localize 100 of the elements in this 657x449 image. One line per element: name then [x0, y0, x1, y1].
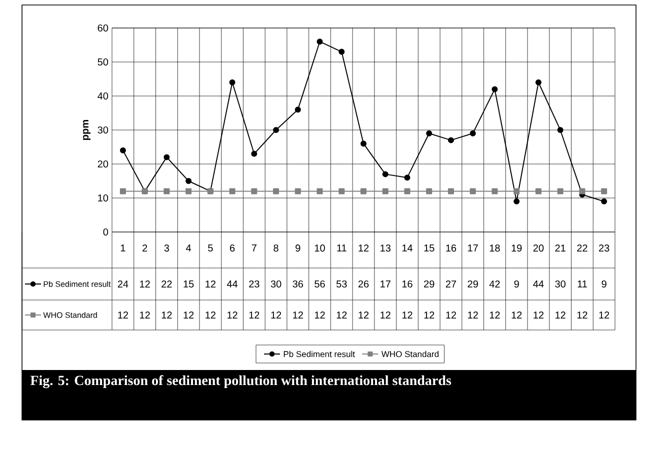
point: [229, 188, 236, 194]
point: [426, 130, 432, 136]
data-label: 36: [292, 280, 304, 288]
x-tick-label: 12: [358, 244, 369, 252]
data-label: 12: [512, 312, 522, 318]
point: [382, 188, 388, 194]
data-label: 12: [424, 312, 434, 318]
point: [164, 154, 170, 160]
x-tick-label: 20: [533, 244, 544, 252]
data-label: 44: [533, 280, 544, 288]
data-label: 12: [577, 312, 588, 318]
data-label: 9: [514, 280, 519, 288]
y-tick-label: 30: [98, 126, 108, 134]
point: [338, 188, 345, 194]
data-label: 12: [206, 280, 216, 288]
data-label: 12: [206, 312, 216, 318]
y-tick-label: 20: [98, 160, 108, 168]
x-tick-label: 9: [296, 244, 300, 252]
x-tick-label: 15: [424, 244, 434, 252]
point: [557, 188, 564, 194]
point: [120, 188, 126, 194]
x-tick-label: 21: [555, 244, 566, 252]
point: [557, 126, 564, 133]
data-label: 16: [402, 280, 412, 288]
point: [514, 188, 520, 194]
legend-label: WHO Standard: [43, 312, 97, 318]
data-label: 12: [314, 312, 325, 318]
point: [579, 188, 586, 194]
data-label: 44: [226, 280, 238, 288]
legend-label: Pb Sediment result: [44, 281, 111, 287]
point: [426, 188, 432, 194]
data-label: 42: [489, 280, 500, 288]
data-label: 12: [468, 312, 478, 318]
data-label: 12: [534, 312, 544, 318]
data-label: 12: [336, 312, 347, 318]
point: [601, 198, 608, 204]
point: [120, 147, 126, 154]
point: [514, 198, 520, 204]
point: [360, 188, 366, 194]
data-label: 27: [446, 280, 456, 288]
x-tick-label: 16: [446, 244, 456, 252]
x-tick-label: 10: [314, 244, 325, 252]
x-tick-label: 23: [599, 244, 610, 252]
x-tick-label: 2: [142, 244, 148, 252]
point: [382, 171, 388, 178]
data-label: 12: [402, 312, 412, 318]
point: [470, 188, 476, 194]
x-tick-label: 11: [337, 244, 346, 252]
x-tick-label: 17: [468, 244, 478, 252]
data-label: 29: [468, 280, 478, 288]
point: [601, 188, 608, 194]
point: [535, 79, 542, 86]
point: [535, 188, 542, 194]
data-label: 12: [380, 312, 390, 318]
data-label: 12: [162, 312, 172, 318]
data-label: 12: [140, 280, 150, 288]
point: [273, 126, 280, 133]
caption: Fig. 5: Comparison of sediment pollution with international standards: [30, 375, 452, 388]
x-tick-label: 3: [164, 244, 170, 252]
data-label: 23: [249, 280, 260, 288]
data-label: 22: [162, 280, 172, 288]
data-label: 56: [314, 280, 325, 288]
data-label: 11: [578, 280, 587, 288]
point: [251, 188, 258, 194]
x-tick-label: 19: [512, 244, 522, 252]
data-label: 12: [249, 312, 260, 318]
point: [294, 188, 301, 194]
point: [448, 137, 454, 144]
data-label: 12: [556, 312, 566, 318]
x-tick-label: 8: [274, 244, 278, 252]
data-label: 29: [424, 280, 434, 288]
y-tick-label: 0: [103, 228, 108, 236]
y-tick-label: 50: [98, 58, 108, 66]
x-tick-label: 6: [230, 244, 235, 252]
data-label: 30: [270, 280, 282, 288]
data-label: 17: [380, 280, 390, 288]
x-tick-label: 14: [402, 244, 413, 252]
point: [186, 188, 192, 194]
data-label: 9: [602, 280, 606, 288]
point: [273, 188, 280, 194]
data-label: 15: [184, 280, 194, 288]
point: [316, 188, 323, 194]
data-label: 12: [118, 312, 128, 318]
data-label: 12: [184, 312, 194, 318]
x-tick-label: 7: [252, 244, 256, 252]
point: [492, 86, 498, 92]
point: [360, 140, 366, 147]
point: [164, 188, 170, 194]
point: [404, 188, 410, 194]
data-label: 12: [490, 312, 500, 318]
point: [186, 178, 192, 184]
data-label: 12: [599, 312, 610, 318]
data-label: 24: [118, 280, 128, 288]
y-axis-title: ppm: [83, 120, 90, 140]
text: Pb Sediment result: [284, 350, 355, 358]
point: [492, 188, 498, 194]
point: [470, 130, 476, 136]
x-tick-label: 4: [186, 244, 192, 252]
data-label: 53: [336, 280, 347, 288]
y-tick-label: 40: [98, 92, 108, 100]
